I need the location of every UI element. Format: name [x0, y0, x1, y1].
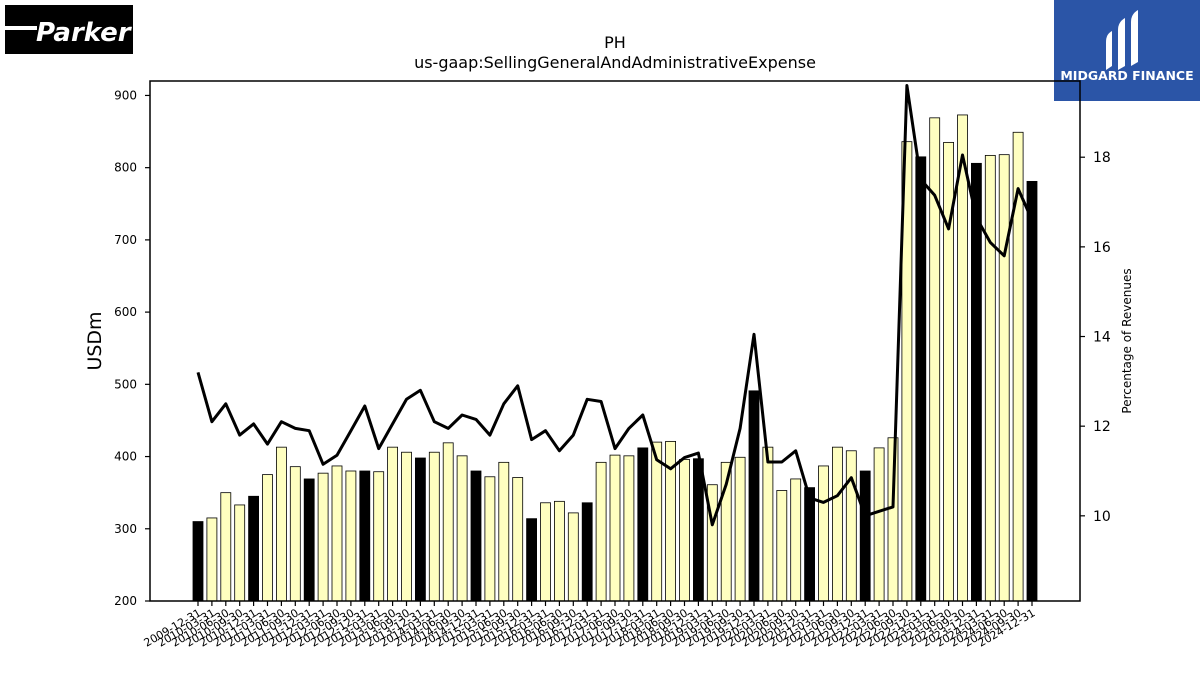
bar-2015-09-30 — [512, 477, 524, 602]
y2-tick-label: 18 — [1093, 150, 1111, 166]
line-series — [196, 84, 1034, 527]
bar-2012-06-30 — [331, 465, 343, 602]
bar-2020-06-30 — [776, 490, 788, 602]
bar-2016-09-30 — [567, 512, 579, 602]
bar-2015-12-31 — [526, 518, 537, 602]
chart-subtitle: us-gaap:SellingGeneralAndAdministrativeE… — [414, 53, 816, 72]
bar-2017-06-30 — [609, 454, 621, 602]
bar-2020-12-31 — [804, 487, 815, 602]
bar-2016-06-30 — [554, 500, 565, 602]
bar-2017-03-31 — [595, 461, 607, 602]
y-tick-label: 200 — [114, 594, 137, 608]
bar-2011-06-30 — [275, 446, 287, 602]
y2-tick-label: 10 — [1093, 509, 1111, 525]
bar-2010-12-31 — [248, 495, 260, 602]
y-tick-label: 600 — [114, 305, 137, 319]
midgard-logo-art: MIDGARD FINANCE — [1060, 10, 1194, 83]
bar-2010-06-30 — [220, 492, 232, 602]
chart-title: PH — [604, 33, 626, 52]
bar-2018-09-30 — [679, 459, 690, 602]
bar-2014-12-31 — [470, 470, 482, 602]
pct-revenue-line — [196, 84, 1034, 527]
bar-2012-09-30 — [345, 470, 357, 602]
bar-2014-09-30 — [456, 455, 468, 602]
bar-2014-03-31 — [428, 451, 440, 602]
bar-2012-12-31 — [359, 470, 371, 602]
parker-logo-text: Parker — [36, 18, 133, 48]
bar-2011-12-31 — [303, 478, 315, 602]
y-tick-label: 300 — [114, 522, 137, 536]
bar-2015-06-30 — [498, 461, 510, 602]
y2-tick-label: 16 — [1093, 240, 1111, 256]
bar-2024-06-30 — [998, 154, 1010, 602]
bar-2011-03-31 — [262, 474, 273, 602]
bar-2018-03-31 — [651, 441, 663, 602]
y-tick-label: 800 — [114, 161, 137, 175]
bar-2013-06-30 — [387, 446, 399, 602]
y2-tick-label: 12 — [1093, 419, 1111, 435]
bar-2010-03-31 — [206, 517, 218, 602]
bar-2009-12-31 — [192, 521, 204, 602]
bar-2024-12-31 — [1026, 180, 1038, 602]
y2-tick-label: 14 — [1093, 330, 1111, 346]
bar-2016-12-31 — [581, 502, 593, 602]
midgard-logo-text: MIDGARD FINANCE — [1060, 68, 1193, 83]
y-tick-label: 900 — [114, 88, 137, 102]
bar-2022-03-31 — [873, 447, 885, 602]
bar-2023-09-30 — [957, 114, 968, 602]
bar-2014-06-30 — [442, 442, 454, 602]
bar-2018-12-31 — [693, 458, 704, 602]
x-axis: 2009-12-312010-03-312010-06-302010-09-30… — [142, 601, 1038, 650]
midgard-finance-logo: MIDGARD FINANCE — [1054, 0, 1200, 101]
y-axis: 200 300 400 500 600 700 800 900 — [114, 88, 150, 608]
bar-2013-12-31 — [414, 457, 426, 602]
bar-2023-12-31 — [971, 162, 982, 602]
bar-2013-09-30 — [401, 451, 412, 602]
bar-2012-03-31 — [317, 472, 329, 602]
bar-2021-12-31 — [859, 470, 871, 602]
bar-series — [192, 114, 1038, 602]
bar-2020-03-31 — [762, 446, 774, 602]
bar-2013-03-31 — [373, 471, 385, 602]
bar-2021-09-30 — [845, 450, 857, 602]
bar-2019-09-30 — [734, 456, 746, 602]
bar-2016-03-31 — [540, 502, 551, 602]
bar-2021-03-31 — [818, 465, 829, 602]
parker-logo-art: Parker — [5, 18, 133, 48]
y-tick-label: 500 — [114, 377, 137, 391]
bar-2015-03-31 — [484, 476, 496, 602]
y2-axis-label: Percentage of Revenues — [1120, 268, 1134, 413]
y-tick-label: 400 — [114, 450, 137, 464]
bar-2010-09-30 — [234, 504, 246, 602]
bar-2011-09-30 — [289, 466, 301, 602]
bar-2022-12-31 — [915, 156, 927, 602]
bar-2019-12-31 — [748, 390, 760, 602]
y-tick-label: 700 — [114, 233, 137, 247]
y-axis-label: USDm — [84, 311, 106, 370]
bar-2024-03-31 — [984, 154, 996, 602]
bar-2020-09-30 — [790, 478, 802, 602]
parker-logo: Parker — [5, 5, 133, 54]
bar-2021-06-30 — [832, 446, 843, 602]
y2-axis: 10 12 14 16 18 — [1080, 150, 1111, 525]
bar-2017-09-30 — [623, 455, 635, 602]
bar-2017-12-31 — [637, 447, 649, 602]
